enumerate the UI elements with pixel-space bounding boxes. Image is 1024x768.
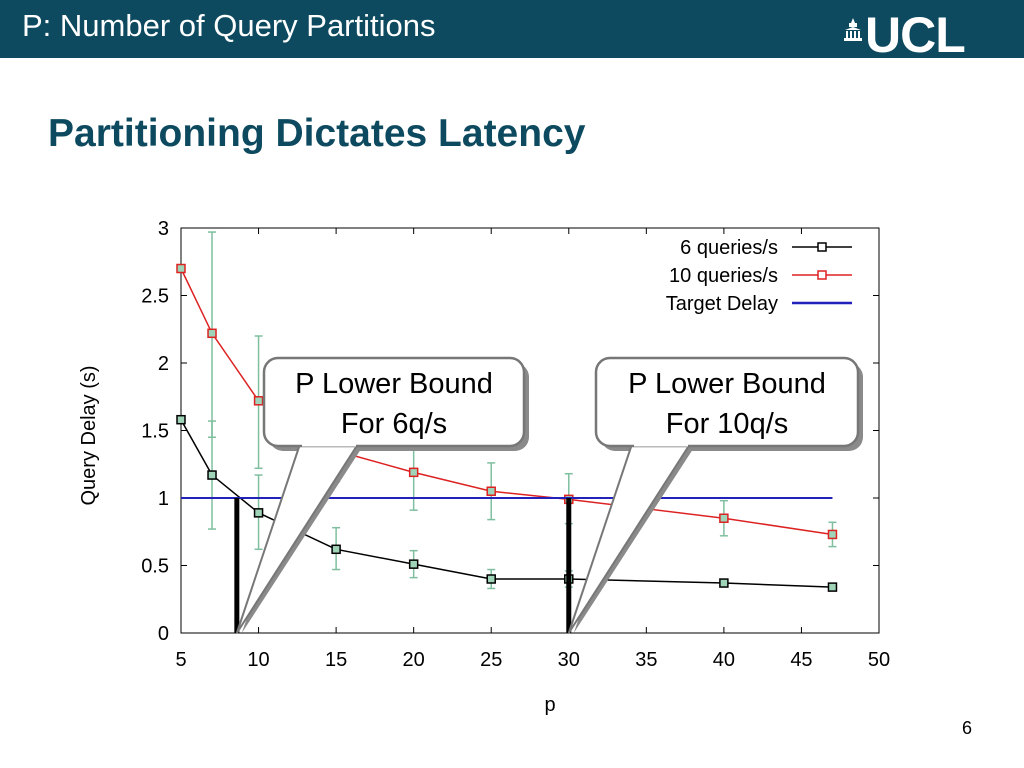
x-tick-label: 35 (635, 649, 657, 671)
x-tick-label: 10 (247, 649, 269, 671)
y-tick-label: 2 (158, 353, 169, 375)
callout-line1: P Lower Bound (628, 368, 826, 400)
chart-axes: 5 10 15 20 25 30 35 40 45 50 0 0.5 1 1.5 2 2.5 3 p Query D… (78, 218, 890, 716)
callout-line1: P Lower Bound (295, 368, 493, 400)
page-number: 6 (962, 718, 973, 738)
data-point (176, 414, 186, 425)
callout-tail (235, 443, 360, 634)
data-point (719, 578, 729, 588)
data-point (408, 467, 419, 478)
y-tick-label: 0 (158, 623, 169, 645)
callout-box (262, 356, 526, 448)
data-point (827, 529, 838, 540)
legend-label: 6 queries/s (680, 237, 778, 259)
header-bar: P: Number of Query Partitions UCL (0, 0, 1024, 63)
callout-line2: For 6q/s (341, 408, 447, 440)
y-tick-label: 3 (158, 218, 169, 240)
data-point (408, 559, 419, 569)
chart-legend: 6 queries/s 10 queries/s Target Delay (666, 237, 852, 315)
callout-1: P Lower Bound For 6q/s (235, 356, 529, 634)
chart-vertical-markers (234, 498, 572, 633)
slide-title: Partitioning Dictates Latency (48, 112, 586, 155)
data-point (253, 396, 264, 406)
x-tick-label: 20 (403, 649, 425, 671)
x-tick-label: 30 (558, 649, 580, 671)
legend-label: 10 queries/s (669, 265, 778, 287)
x-axis-label: p (544, 694, 555, 716)
ucl-logo: UCL (843, 7, 993, 63)
data-point (176, 263, 186, 274)
callout-tail-shadow (241, 446, 363, 633)
y-tick-label: 0.5 (141, 556, 169, 578)
x-tick-label: 45 (790, 649, 812, 671)
portico-icon (844, 18, 862, 41)
y-tick-label: 1.5 (141, 421, 169, 443)
legend-sample-marker (817, 242, 827, 252)
data-point (486, 574, 496, 584)
chart-callouts: P Lower Bound For 6q/s P Lower Bound For 10… (235, 356, 863, 634)
y-tick-label: 2.5 (141, 286, 169, 308)
x-tick-label: 15 (325, 649, 347, 671)
callout-box (594, 356, 860, 448)
callout-2: P Lower Bound For 10q/s (567, 356, 863, 634)
x-tick-label: 40 (713, 649, 735, 671)
data-point (486, 486, 496, 496)
x-tick-label: 50 (868, 649, 890, 671)
callout-line2: For 10q/s (666, 408, 789, 440)
data-point (331, 544, 341, 555)
callout-tail-shadow (573, 446, 695, 633)
data-point (827, 582, 838, 592)
y-tick-label: 1 (158, 488, 169, 510)
header-title: P: Number of Query Partitions (22, 8, 436, 43)
legend-label: Target Delay (666, 293, 778, 315)
data-point (207, 470, 217, 480)
data-point (719, 513, 729, 523)
x-tick-label: 5 (175, 649, 186, 671)
legend-sample-marker (817, 270, 827, 280)
data-point (253, 508, 264, 518)
ucl-logo-text: UCL (865, 7, 966, 63)
callout-tail (567, 443, 692, 634)
data-point (207, 328, 217, 339)
x-tick-label: 25 (480, 649, 502, 671)
chart-series (176, 263, 838, 592)
y-axis-label: Query Delay (s) (78, 365, 100, 505)
